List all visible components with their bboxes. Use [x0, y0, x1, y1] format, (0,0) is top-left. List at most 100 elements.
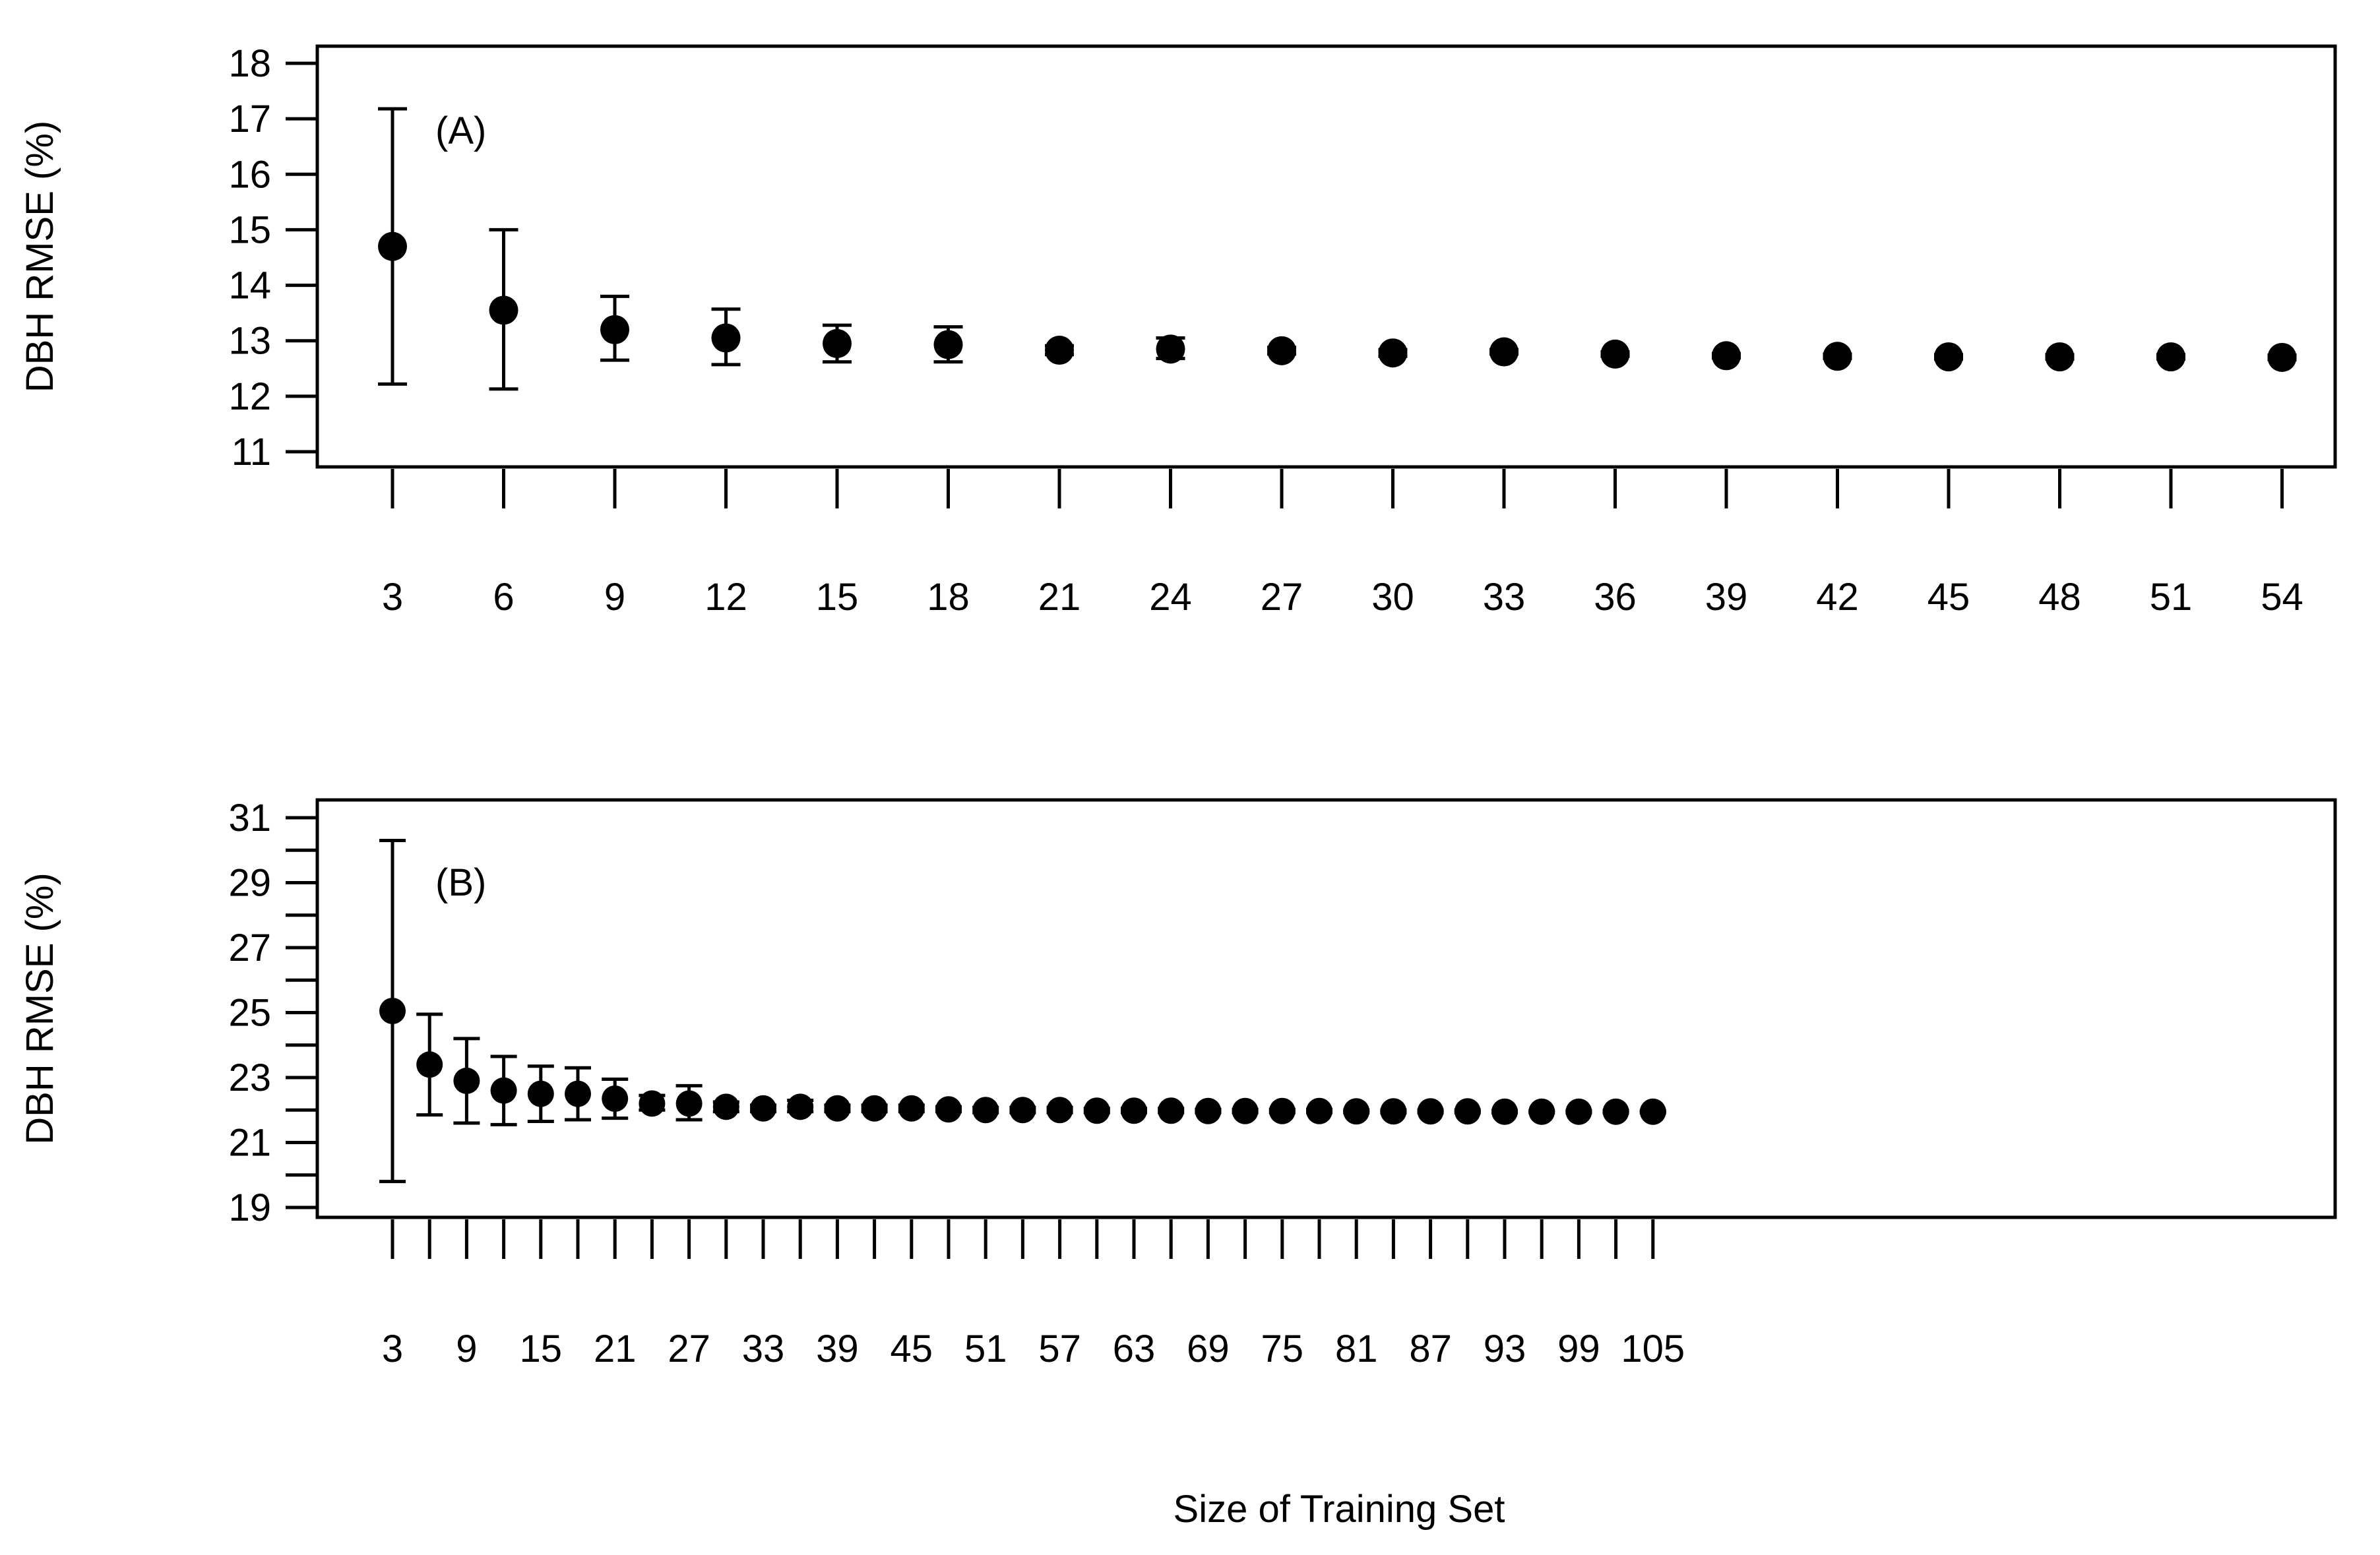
x-tick-label: 12 [705, 576, 747, 619]
data-point [824, 1095, 851, 1122]
data-point [1934, 342, 1963, 372]
x-tick-label: 15 [816, 576, 859, 619]
y-tick-label: 27 [228, 927, 271, 969]
data-point [823, 328, 852, 358]
data-point [639, 1090, 666, 1117]
x-tick-label: 75 [1261, 1327, 1304, 1370]
data-point [935, 1096, 962, 1123]
x-tick-label: 105 [1621, 1327, 1685, 1370]
x-tick-label: 30 [1371, 576, 1414, 619]
data-point [416, 1051, 443, 1078]
data-point [1639, 1098, 1666, 1125]
x-tick-label: 24 [1149, 576, 1192, 619]
y-tick-label: 13 [228, 320, 271, 363]
x-tick-label: 69 [1187, 1327, 1230, 1370]
data-point [453, 1067, 480, 1094]
x-tick-label: 45 [891, 1327, 933, 1370]
y-tick-label: 23 [228, 1056, 271, 1099]
data-point [2045, 342, 2075, 372]
x-tick-label: 39 [1705, 576, 1748, 619]
data-point [600, 315, 629, 344]
data-point [1121, 1097, 1147, 1124]
data-point [1454, 1098, 1481, 1125]
data-point [1380, 1098, 1407, 1125]
data-point [1712, 341, 1741, 371]
plot-frame [315, 44, 2337, 469]
data-point [1046, 1097, 1073, 1124]
x-tick-label: 9 [456, 1327, 477, 1370]
y-axis-title: DBH RMSE (%) [18, 872, 61, 1144]
y-tick-label: 25 [228, 992, 271, 1035]
x-tick-label: 15 [520, 1327, 563, 1370]
x-tick-label: 63 [1113, 1327, 1156, 1370]
data-point [712, 1093, 739, 1120]
y-tick-label: 12 [228, 375, 271, 418]
data-point [1600, 339, 1630, 369]
data-point [602, 1085, 629, 1113]
data-point [379, 998, 406, 1025]
data-point [787, 1093, 814, 1120]
x-tick-label: 45 [1927, 576, 1970, 619]
data-point [1491, 1098, 1518, 1125]
y-tick-label: 29 [228, 862, 271, 905]
x-tick-label: 21 [1038, 576, 1081, 619]
data-point [1489, 337, 1519, 367]
data-point [1009, 1097, 1036, 1124]
x-tick-label: 3 [382, 576, 403, 619]
data-point [1232, 1097, 1259, 1124]
x-tick-label: 36 [1594, 576, 1637, 619]
data-point [1306, 1097, 1332, 1124]
y-tick-label: 14 [228, 264, 271, 307]
data-point [1565, 1098, 1592, 1125]
x-tick-label: 33 [742, 1327, 785, 1370]
data-point [1158, 1097, 1185, 1124]
data-point [1602, 1098, 1629, 1125]
plot-frame [315, 798, 2337, 1219]
data-point [490, 1077, 517, 1104]
x-tick-label: 42 [1816, 576, 1859, 619]
x-tick-label: 51 [964, 1327, 1007, 1370]
y-axis-title: DBH RMSE (%) [18, 121, 61, 392]
panel-label: (A) [435, 109, 486, 152]
data-point [1267, 336, 1296, 365]
data-point [2156, 342, 2185, 372]
data-point [861, 1095, 888, 1122]
data-point [972, 1097, 999, 1124]
y-tick-label: 21 [228, 1122, 271, 1165]
x-tick-label: 9 [604, 576, 625, 619]
y-tick-label: 11 [232, 431, 271, 473]
data-point [1195, 1097, 1222, 1124]
x-tick-label: 27 [1261, 576, 1303, 619]
y-tick-label: 31 [228, 797, 271, 839]
x-tick-label: 93 [1484, 1327, 1526, 1370]
panel-label: (B) [435, 861, 486, 904]
data-point [933, 330, 963, 359]
data-point [1156, 334, 1185, 364]
x-axis-title: Size of Training Set [1174, 1488, 1505, 1531]
data-point [1823, 342, 1852, 371]
x-tick-label: 39 [816, 1327, 859, 1370]
data-point [1343, 1098, 1370, 1125]
data-point [565, 1080, 591, 1107]
data-point [1045, 336, 1074, 365]
data-point [1083, 1097, 1110, 1124]
x-tick-label: 51 [2150, 576, 2193, 619]
x-tick-label: 48 [2038, 576, 2081, 619]
y-tick-label: 19 [228, 1186, 271, 1229]
data-point [1528, 1098, 1555, 1125]
data-point [1268, 1097, 1296, 1124]
data-point [378, 231, 407, 261]
x-tick-label: 81 [1335, 1327, 1378, 1370]
data-point [1378, 338, 1408, 368]
data-point [711, 323, 741, 353]
x-tick-label: 87 [1409, 1327, 1452, 1370]
data-point [1417, 1098, 1444, 1125]
data-point [527, 1080, 554, 1107]
y-tick-label: 15 [228, 208, 271, 251]
data-point [489, 295, 518, 325]
x-tick-label: 33 [1483, 576, 1526, 619]
data-point [2267, 342, 2297, 372]
